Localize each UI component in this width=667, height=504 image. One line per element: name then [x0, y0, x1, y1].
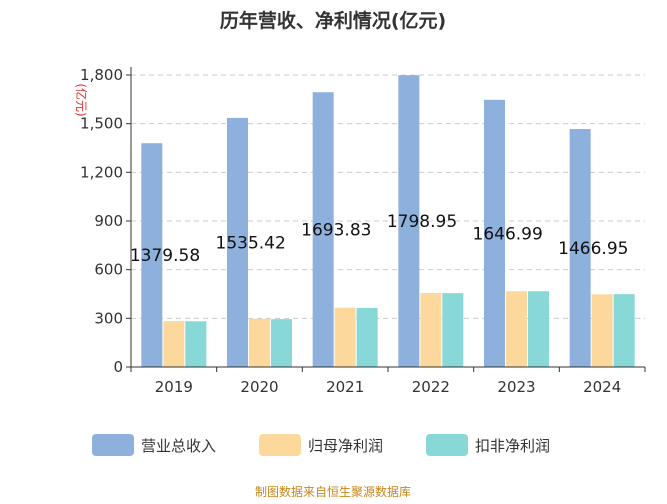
y-axis-unit-label: (亿元) [74, 83, 89, 116]
bar-2-2020 [249, 318, 270, 367]
data-label: 1693.83 [301, 221, 371, 241]
data-labels: 1379.58 1535.42 1693.83 1798.95 1646.99 1466.… [130, 212, 629, 266]
bar-2-2024 [591, 294, 613, 367]
chart-title: 历年营收、净利情况(亿元) [220, 9, 446, 32]
legend-swatch-2 [259, 434, 301, 456]
bar-3-2021 [356, 307, 378, 367]
legend-swatch-3 [426, 434, 468, 456]
bar-2-2023 [506, 291, 527, 367]
y-tick-label: 1,500 [80, 115, 123, 133]
bar-1-2023 [484, 99, 505, 367]
bar-2-2021 [334, 307, 356, 367]
bar-1-2021 [312, 92, 334, 367]
legend-swatch-1 [92, 434, 134, 456]
legend-label-2: 归母净利润 [308, 437, 383, 455]
bar-1-2024 [569, 129, 591, 367]
x-tick-label: 2021 [326, 378, 364, 396]
bar-3-2020 [271, 319, 292, 367]
bar-3-2022 [442, 293, 464, 367]
bar-1-2020 [227, 117, 248, 368]
legend-label-1: 营业总收入 [141, 437, 216, 455]
y-tick-label: 1,200 [80, 163, 123, 181]
data-label: 1466.95 [558, 239, 628, 259]
data-label: 1379.58 [130, 246, 200, 266]
bar-1-2019 [141, 143, 163, 367]
data-label: 1798.95 [387, 212, 457, 232]
data-label: 1535.42 [216, 233, 286, 253]
axes: 0 300 600 900 1,200 1,500 1,800 2019 2020 2021 202… [80, 66, 646, 396]
bar-2-2022 [420, 293, 442, 367]
bar-1-2022 [398, 75, 420, 367]
legend-label-3: 扣非净利润 [475, 437, 550, 455]
x-tick-label: 2020 [240, 378, 278, 396]
bar-3-2024 [613, 294, 635, 367]
x-tick-label: 2024 [583, 378, 621, 396]
data-label: 1646.99 [473, 224, 543, 244]
bar-marks [141, 75, 635, 368]
y-tick-label: 900 [94, 212, 123, 230]
x-tick-label: 2019 [155, 378, 193, 396]
y-tick-label: 0 [113, 358, 123, 376]
source-note: 制图数据来自恒生聚源数据库 [255, 484, 411, 499]
y-tick-label: 300 [94, 309, 123, 327]
gridlines [131, 74, 645, 319]
y-tick-label: 1,800 [80, 66, 123, 84]
bar-2-2019 [163, 321, 185, 367]
legend: 营业总收入 归母净利润 扣非净利润 [92, 434, 550, 456]
x-tick-label: 2022 [412, 378, 450, 396]
y-tick-label: 600 [94, 261, 123, 279]
bar-3-2019 [185, 321, 207, 367]
bar-3-2023 [528, 291, 549, 367]
x-tick-label: 2023 [497, 378, 535, 396]
